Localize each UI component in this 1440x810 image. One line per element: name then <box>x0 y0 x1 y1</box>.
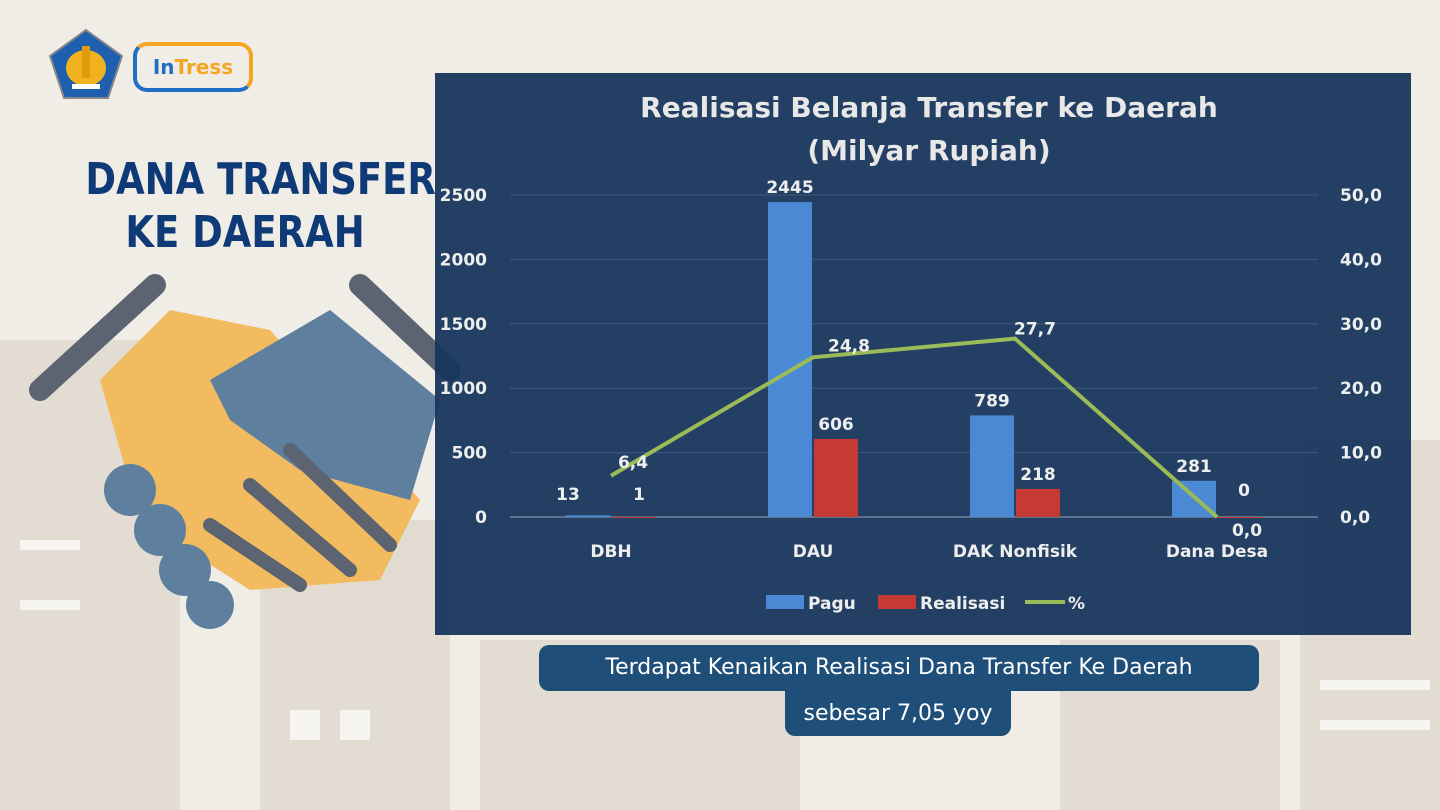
y2-tick-label: 10,0 <box>1340 444 1382 464</box>
intress-logo: In Tress <box>133 42 253 92</box>
percent-label: 24,8 <box>828 336 870 356</box>
y2-tick-label: 0,0 <box>1340 508 1370 528</box>
y2-tick-label: 40,0 <box>1340 250 1382 270</box>
realisasi-label: 0 <box>1238 481 1250 501</box>
caption-line2: sebesar 7,05 yoy <box>785 691 1011 736</box>
legend-percent-label: % <box>1068 594 1085 614</box>
pagu-label: 2445 <box>766 178 813 198</box>
handshake-illustration <box>29 274 460 629</box>
percent-line <box>609 336 1219 519</box>
y2-tick-label: 50,0 <box>1340 186 1382 206</box>
realisasi-bar <box>1218 517 1262 518</box>
y-tick-label: 0 <box>475 508 487 528</box>
chart-subtitle: (Milyar Rupiah) <box>807 134 1050 167</box>
chart-panel <box>435 73 1411 635</box>
y-tick-label: 1500 <box>440 315 487 335</box>
caption-line1: Terdapat Kenaikan Realisasi Dana Transfe… <box>539 645 1259 691</box>
pagu-bar <box>768 202 812 518</box>
y2-tick-label: 30,0 <box>1340 315 1382 335</box>
legend-realisasi-label: Realisasi <box>920 594 1005 614</box>
realisasi-label: 606 <box>818 415 854 435</box>
pagu-label: 281 <box>1176 457 1212 477</box>
y-tick-label: 2000 <box>440 250 487 270</box>
x-tick-label: DAK Nonfisik <box>953 542 1078 562</box>
headline-line1: DANA TRANSFER <box>85 154 436 205</box>
background-window <box>1320 720 1430 730</box>
background-window <box>20 540 80 550</box>
realisasi-bar <box>814 438 858 517</box>
legend-pagu-swatch <box>766 595 804 609</box>
chart-title: Realisasi Belanja Transfer ke Daerah <box>640 91 1218 124</box>
legend-pagu-label: Pagu <box>808 594 856 614</box>
background-window <box>20 600 80 610</box>
percent-label: 27,7 <box>1014 320 1056 340</box>
pagu-label: 13 <box>556 485 580 505</box>
background-window <box>1320 680 1430 690</box>
realisasi-bar <box>1016 488 1060 517</box>
pagu-label: 789 <box>974 391 1010 411</box>
y-tick-label: 500 <box>452 444 488 464</box>
pagu-bar <box>566 515 610 517</box>
x-tick-label: DAU <box>793 542 834 562</box>
y-tick-label: 2500 <box>440 186 487 206</box>
percent-label: 0,0 <box>1232 521 1262 541</box>
percent-label: 6,4 <box>618 453 648 473</box>
legend-realisasi-swatch <box>878 595 916 609</box>
kemenkeu-logo <box>48 28 124 99</box>
realisasi-bar <box>612 516 656 518</box>
pagu-bar <box>970 415 1014 517</box>
y2-tick-label: 20,0 <box>1340 379 1382 399</box>
x-tick-label: DBH <box>590 542 631 562</box>
background-window <box>290 710 320 740</box>
background-window <box>340 710 370 740</box>
realisasi-label: 1 <box>633 485 645 505</box>
x-tick-label: Dana Desa <box>1166 542 1268 562</box>
realisasi-label: 218 <box>1020 465 1056 485</box>
headline-line2: KE DAERAH <box>125 207 365 258</box>
y-tick-label: 1000 <box>440 379 487 399</box>
